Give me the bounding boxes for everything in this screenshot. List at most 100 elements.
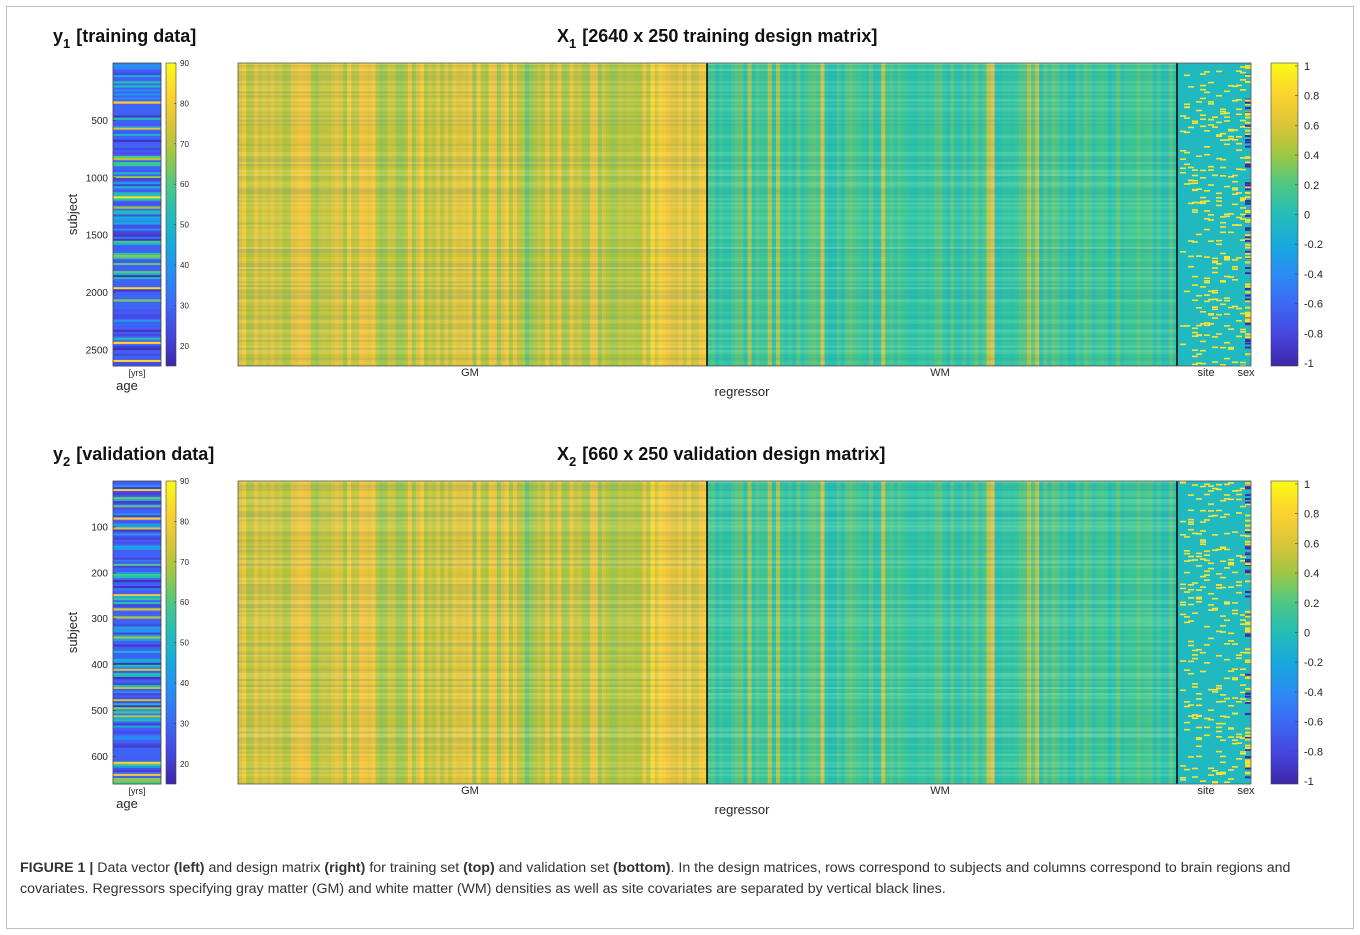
gm-column bbox=[630, 63, 635, 366]
site-indicator bbox=[1240, 199, 1246, 202]
site-indicator bbox=[1212, 608, 1218, 610]
site-indicator bbox=[1224, 143, 1230, 146]
site-indicator bbox=[1192, 275, 1198, 278]
gm-column bbox=[448, 481, 453, 784]
wm-column bbox=[755, 481, 760, 784]
site-indicator bbox=[1224, 297, 1230, 299]
site-indicator bbox=[1200, 73, 1206, 75]
sex-indicator bbox=[1245, 294, 1251, 297]
site-indicator bbox=[1224, 139, 1230, 141]
gm-column bbox=[322, 481, 328, 784]
site-indicator bbox=[1228, 561, 1234, 564]
wm-column bbox=[1144, 63, 1149, 366]
matrix-cells bbox=[238, 481, 1251, 784]
site-indicator bbox=[1192, 169, 1198, 171]
gm-column bbox=[266, 481, 271, 784]
sex-indicator bbox=[1245, 236, 1251, 239]
gm-column bbox=[537, 481, 542, 784]
age-stripe bbox=[113, 218, 161, 221]
age-stripe bbox=[113, 751, 161, 754]
site-indicator bbox=[1208, 718, 1214, 721]
site-indicator bbox=[1216, 299, 1222, 302]
age-stripe bbox=[113, 323, 161, 326]
wm-column bbox=[788, 481, 793, 784]
age-stripe bbox=[113, 129, 161, 132]
wm-column bbox=[877, 481, 882, 784]
matrix-title-var: X bbox=[557, 444, 569, 464]
wm-column bbox=[946, 481, 951, 784]
site-indicator bbox=[1208, 298, 1214, 301]
age-stripe bbox=[113, 541, 161, 544]
site-indicator bbox=[1184, 705, 1190, 708]
site-indicator bbox=[1216, 772, 1222, 774]
age-stripe bbox=[113, 363, 161, 367]
sex-indicator bbox=[1245, 623, 1251, 626]
gm-column bbox=[326, 63, 332, 366]
site-indicator bbox=[1200, 670, 1206, 673]
gm-column bbox=[492, 481, 497, 784]
wm-column bbox=[848, 63, 854, 366]
site-indicator bbox=[1208, 604, 1214, 606]
site-indicator bbox=[1224, 513, 1230, 516]
value-colorbar-tick-label: -0.6 bbox=[1304, 299, 1323, 311]
site-indicator bbox=[1224, 213, 1230, 216]
gm-column bbox=[678, 481, 683, 784]
age-colorbar-tick-label: 50 bbox=[180, 221, 189, 230]
site-indicator bbox=[1212, 289, 1218, 292]
wm-column bbox=[711, 63, 716, 366]
site-indicator bbox=[1188, 179, 1194, 182]
wm-column bbox=[1168, 481, 1174, 784]
gm-column bbox=[658, 63, 663, 366]
gm-column bbox=[614, 481, 619, 784]
site-indicator bbox=[1240, 751, 1246, 753]
gm-column bbox=[488, 63, 493, 366]
site-indicator bbox=[1196, 745, 1202, 748]
site-indicator bbox=[1212, 361, 1218, 363]
gm-column bbox=[686, 63, 692, 366]
gm-column bbox=[698, 63, 704, 366]
wm-column bbox=[1079, 481, 1085, 784]
wm-column bbox=[1031, 481, 1036, 784]
group-label-wm: WM bbox=[930, 785, 950, 797]
sex-indicator bbox=[1245, 543, 1251, 546]
site-indicator bbox=[1236, 216, 1242, 219]
gm-column bbox=[512, 481, 518, 784]
wm-column bbox=[723, 481, 728, 784]
site-indicator bbox=[1188, 620, 1194, 622]
age-stripe bbox=[113, 537, 161, 540]
gm-column bbox=[339, 63, 344, 366]
figure-chart: y1 [training data] X1 [2640 x 250 training … bbox=[53, 26, 1323, 817]
site-indicator bbox=[1236, 654, 1242, 656]
site-indicator bbox=[1224, 116, 1230, 118]
wm-column bbox=[1172, 63, 1178, 366]
age-stripe bbox=[113, 515, 161, 518]
site-indicator bbox=[1188, 672, 1194, 675]
site-indicator bbox=[1192, 189, 1198, 192]
age-stripe bbox=[113, 747, 161, 750]
site-indicator bbox=[1240, 684, 1246, 686]
sex-indicator bbox=[1245, 234, 1251, 237]
age-stripe bbox=[113, 571, 161, 575]
wm-column bbox=[1128, 481, 1133, 784]
wm-column bbox=[1128, 63, 1133, 366]
site-indicator bbox=[1236, 168, 1242, 170]
sex-indicator bbox=[1245, 65, 1251, 68]
sex-indicator bbox=[1245, 81, 1251, 83]
site-indicator bbox=[1204, 294, 1210, 296]
site-indicator bbox=[1216, 333, 1222, 335]
sex-indicator bbox=[1245, 734, 1251, 737]
sex-indicator bbox=[1245, 291, 1251, 294]
age-colorbar-tick-label: 30 bbox=[180, 301, 189, 310]
age-stripe bbox=[113, 725, 161, 728]
site-indicator bbox=[1240, 698, 1246, 700]
age-stripe bbox=[113, 127, 161, 130]
site-indicator bbox=[1228, 640, 1234, 642]
site-indicator bbox=[1232, 188, 1238, 191]
site-indicator bbox=[1200, 485, 1206, 488]
age-stripe bbox=[113, 765, 161, 769]
site-indicator bbox=[1188, 644, 1194, 647]
wm-column bbox=[990, 63, 995, 366]
wm-column bbox=[1132, 63, 1137, 366]
sex-indicator bbox=[1245, 765, 1251, 768]
gm-column bbox=[702, 481, 708, 784]
